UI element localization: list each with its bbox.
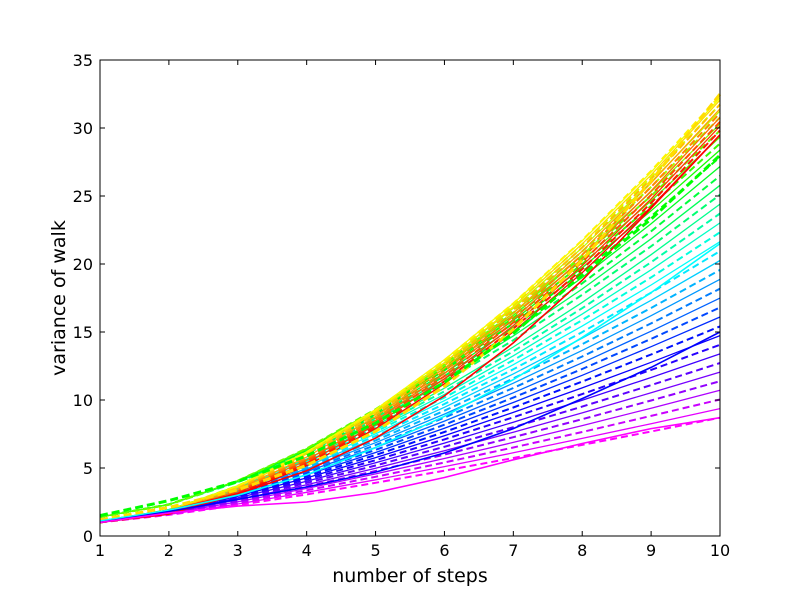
series-line-17: [99, 142, 721, 518]
y-tick-label-4: 20: [73, 255, 93, 274]
y-tick-label-0: 0: [83, 527, 93, 546]
series-line-0: [99, 134, 721, 524]
series-line-8: [99, 99, 721, 524]
ticks-layer: 1 2 3 4 5 6 7 8 9 10 0 5 10 15 20 25 30 35: [73, 51, 731, 560]
series-line-37: [99, 325, 721, 524]
x-tick-label-7: 8: [577, 541, 587, 560]
x-tick-label-8: 9: [646, 541, 656, 560]
series-line-6: [99, 108, 721, 524]
highlight-series-line-5: [99, 416, 721, 524]
series-line-43: [99, 380, 721, 524]
x-tick-label-3: 4: [302, 541, 312, 560]
series-line-28: [99, 241, 721, 524]
series-line-12: [99, 110, 721, 524]
series-line-45: [99, 398, 721, 524]
series-line-21: [99, 175, 721, 518]
series-line-22: [99, 184, 721, 518]
series-layer: [99, 93, 722, 524]
highlight-series-line-2: [99, 154, 722, 518]
series-line-7: [99, 103, 721, 524]
y-tick-label-7: 35: [73, 51, 93, 70]
series-line-36: [99, 316, 721, 524]
x-tick-label-4: 5: [370, 541, 380, 560]
x-tick-label-2: 3: [233, 541, 243, 560]
y-tick-label-1: 5: [83, 459, 93, 478]
highlight-series-line-1: [99, 93, 722, 522]
series-line-9: [99, 95, 721, 524]
y-tick-label-6: 30: [73, 119, 93, 138]
y-tick-label-2: 10: [73, 391, 93, 410]
series-line-5: [99, 112, 721, 524]
y-tick-label-3: 15: [73, 323, 93, 342]
x-tick-label-5: 6: [439, 541, 449, 560]
x-tick-label-6: 7: [508, 541, 518, 560]
y-tick-label-5: 25: [73, 187, 93, 206]
x-tick-label-9: 10: [710, 541, 730, 560]
highlight-series-line-4: [99, 331, 721, 524]
y-axis-label: variance of walk: [48, 220, 70, 376]
series-line-10: [99, 97, 721, 524]
series-line-27: [99, 231, 721, 524]
x-tick-label-0: 1: [95, 541, 105, 560]
series-line-1: [99, 129, 721, 524]
x-axis-label: number of steps: [332, 565, 488, 587]
plot-frame: [99, 59, 721, 537]
highlight-series-line-3: [99, 242, 721, 522]
x-tick-label-1: 2: [164, 541, 174, 560]
